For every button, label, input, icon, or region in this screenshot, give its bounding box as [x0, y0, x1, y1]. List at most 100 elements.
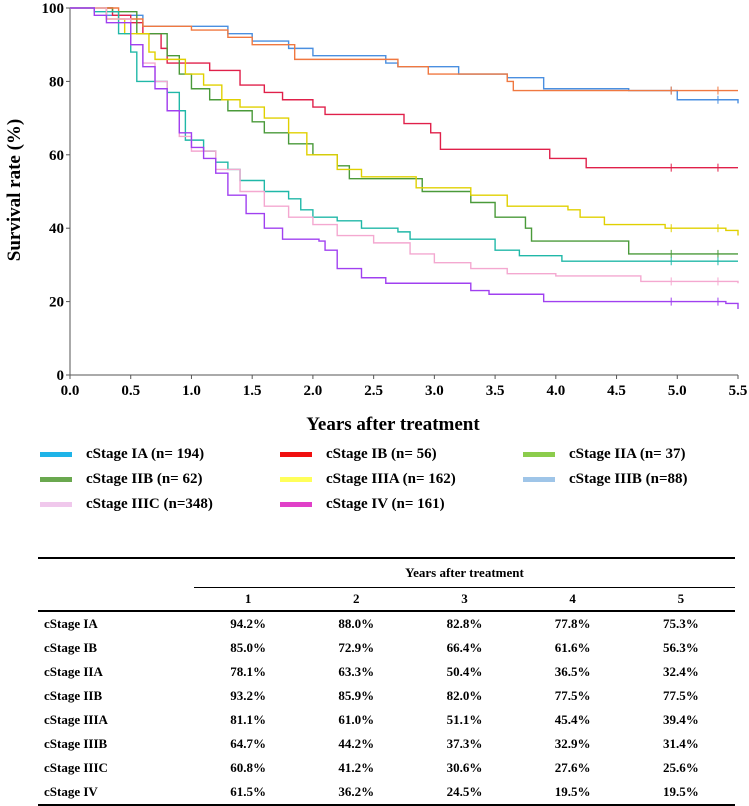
row-label: cStage IB [44, 640, 98, 655]
table-cell: 30.6% [446, 760, 483, 775]
axes [69, 8, 738, 376]
survival-curve-0 [70, 7, 739, 104]
table-row: cStage IIA 78.1% 63.3% 50.4% 36.5% 32.4% [38, 660, 735, 684]
row-label: cStage IIB [44, 688, 103, 703]
table-header-blank [38, 587, 194, 612]
legend-label: cStage IA (n= 194) [86, 446, 205, 462]
legend-item: cStage IIIA (n= 162) [280, 471, 456, 488]
table-cell: 82.8% [446, 616, 483, 631]
legend-swatch [40, 502, 72, 507]
legend-label: cStage IIB (n= 62) [86, 471, 203, 487]
table-cell: 78.1% [230, 664, 266, 679]
table-row: cStage IIIC 60.8% 41.2% 30.6% 27.6% 25.6% [38, 756, 735, 780]
table-cell: 19.5% [554, 784, 591, 799]
table-corner [38, 558, 194, 588]
y-axis-title: Survival rate (%) [4, 119, 25, 261]
column-header: 2 [302, 587, 411, 612]
y-tick-label: 100 [42, 1, 65, 17]
row-label: cStage IIA [44, 664, 103, 679]
column-header: 3 [410, 587, 519, 612]
legend-item: cStage IB (n= 56) [280, 446, 437, 463]
x-tick-label: 0.0 [61, 383, 80, 399]
column-header: 5 [626, 587, 735, 612]
table-cell: 94.2% [230, 616, 266, 631]
y-tick-label: 40 [49, 221, 64, 237]
table-cell: 27.6% [554, 760, 591, 775]
table-cell: 82.0% [446, 688, 483, 703]
survival-curve-7 [70, 7, 739, 309]
x-tick-label: 2.0 [304, 383, 323, 399]
legend-item: cStage IV (n= 161) [280, 496, 445, 513]
survival-curve-4 [70, 7, 739, 236]
table-row: cStage IIIB 64.7% 44.2% 37.3% 32.9% 31.4% [38, 732, 735, 756]
table-cell: 37.3% [446, 736, 483, 751]
table-row: cStage IIB 93.2% 85.9% 82.0% 77.5% 77.5% [38, 684, 735, 708]
row-label: cStage IV [44, 784, 98, 799]
x-tick-label: 0.5 [121, 383, 140, 399]
table-cell: 51.1% [446, 712, 483, 727]
legend-swatch [523, 452, 555, 457]
legend-swatch [280, 477, 312, 482]
table-cell: 64.7% [230, 736, 266, 751]
table-cell: 60.8% [230, 760, 266, 775]
table-cell: 88.0% [338, 616, 375, 631]
table-row: cStage IA 94.2% 88.0% 82.8% 77.8% 75.3% [38, 611, 735, 636]
legend-label: cStage IIIC (n=348) [86, 496, 213, 512]
y-tick-label: 0 [57, 368, 65, 384]
survival-curve-2 [70, 7, 738, 255]
x-axis-title: Years after treatment [306, 414, 480, 435]
x-tick-label: 5.5 [729, 383, 748, 399]
legend-label: cStage IV (n= 161) [326, 496, 445, 512]
legend-item: cStage IIIB (n=88) [523, 471, 688, 488]
table-cell: 32.9% [554, 736, 591, 751]
legend-item: cStage IIIC (n=348) [40, 496, 213, 513]
table-cell: 77.8% [554, 616, 591, 631]
table-row: cStage IIIA 81.1% 61.0% 51.1% 45.4% 39.4% [38, 708, 735, 732]
legend-label: cStage IB (n= 56) [326, 446, 437, 462]
table-cell: 36.5% [554, 664, 591, 679]
table-cell: 77.5% [554, 688, 591, 703]
legend-label: cStage IIIB (n=88) [569, 471, 688, 487]
x-tick-label: 5.0 [668, 383, 687, 399]
x-tick-label: 1.5 [243, 383, 262, 399]
legend-label: cStage IIA (n= 37) [569, 446, 686, 462]
table-cell: 19.5% [663, 784, 699, 799]
table-cell: 61.0% [338, 712, 375, 727]
table-cell: 25.6% [663, 760, 699, 775]
table-row: cStage IV 61.5% 36.2% 24.5% 19.5% 19.5% [38, 780, 735, 805]
x-tick-label: 3.5 [486, 383, 505, 399]
row-label: cStage IIIA [44, 712, 108, 727]
table-cell: 50.4% [446, 664, 483, 679]
table-cell: 85.9% [338, 688, 375, 703]
table-cell: 44.2% [338, 736, 375, 751]
table-cell: 63.3% [338, 664, 375, 679]
x-tick-label: 1.0 [182, 383, 201, 399]
y-tick-label: 80 [49, 74, 64, 90]
survival-curve-1 [70, 7, 738, 169]
table-cell: 32.4% [663, 664, 699, 679]
table-cell: 24.5% [446, 784, 483, 799]
legend: cStage IA (n= 194) cStage IB (n= 56) cStag… [0, 440, 749, 520]
table-cell: 93.2% [230, 688, 266, 703]
survival-curve-5 [70, 7, 738, 262]
y-tick-label: 20 [49, 295, 64, 311]
x-tick-label: 2.5 [364, 383, 383, 399]
x-tick-label: 4.5 [607, 383, 626, 399]
table-group-header: Years after treatment [405, 565, 524, 580]
column-header: 1 [194, 587, 303, 612]
x-tick-label: 3.0 [425, 383, 444, 399]
table-cell: 39.4% [663, 712, 699, 727]
x-tick-label: 4.0 [546, 383, 565, 399]
row-label: cStage IA [44, 616, 98, 631]
table-cell: 66.4% [446, 640, 483, 655]
table-cell: 85.0% [230, 640, 266, 655]
table-cell: 75.3% [663, 616, 699, 631]
survival-curve-3 [70, 7, 738, 92]
table-row: cStage IB 85.0% 72.9% 66.4% 61.6% 56.3% [38, 636, 735, 660]
column-header: 4 [518, 587, 627, 612]
table-cell: 36.2% [338, 784, 375, 799]
survival-chart: 0 20 40 60 80 100 0.0 0.5 1.0 1.5 2.0 2.5 3.0 3.5 4.0… [4, 1, 748, 435]
legend-item: cStage IA (n= 194) [40, 446, 204, 463]
y-tick-label: 60 [49, 148, 64, 164]
table-cell: 56.3% [663, 640, 699, 655]
